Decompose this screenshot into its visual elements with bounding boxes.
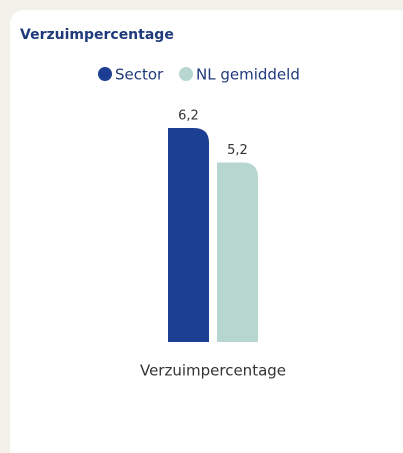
legend-label: Sector xyxy=(115,66,164,84)
value-label: 5,2 xyxy=(227,143,248,158)
chart-title: Verzuimpercentage xyxy=(20,27,174,43)
bar xyxy=(168,128,209,342)
legend-marker xyxy=(179,67,193,81)
legend-label: NL gemiddeld xyxy=(196,66,300,84)
legend-marker xyxy=(98,67,112,81)
x-tick-label: Verzuimpercentage xyxy=(140,362,286,380)
bar xyxy=(217,162,258,342)
value-label: 6,2 xyxy=(178,109,199,124)
